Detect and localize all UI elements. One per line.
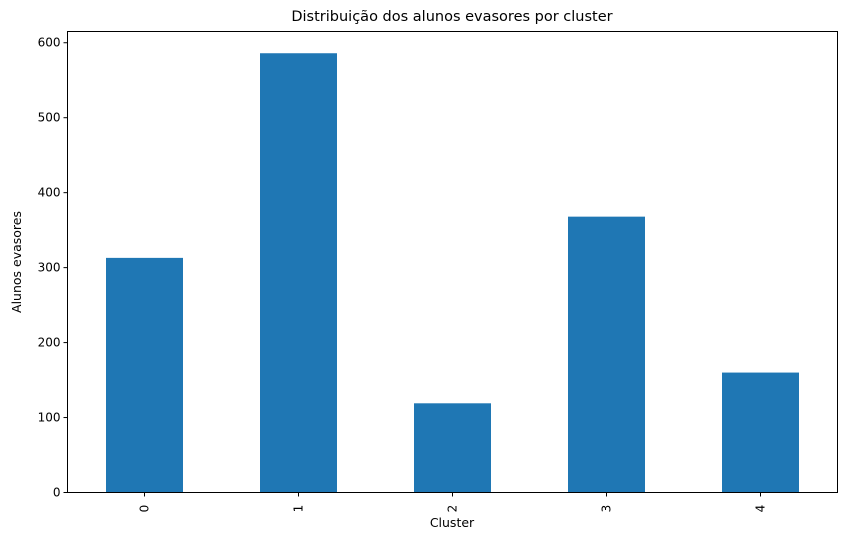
y-axis: 0 100 200 300 400 500 600 <box>38 36 68 500</box>
y-tick-label: 600 <box>38 36 61 50</box>
y-tick-label: 500 <box>38 111 61 125</box>
bar-cluster-2 <box>414 403 491 493</box>
x-tick-label: 2 <box>446 505 460 513</box>
chart-title: Distribuição dos alunos evasores por clu… <box>291 9 612 25</box>
bar-cluster-3 <box>568 216 645 493</box>
x-tick-label: 1 <box>292 505 306 513</box>
y-tick-label: 100 <box>38 411 61 425</box>
x-tick-label: 0 <box>138 505 152 513</box>
y-axis-label: Alunos evasores <box>9 211 24 313</box>
bar-cluster-1 <box>260 53 337 493</box>
bar-cluster-0 <box>106 257 183 493</box>
x-axis-label: Cluster <box>430 515 475 530</box>
y-tick-label: 300 <box>38 261 61 275</box>
bars-group <box>106 53 799 493</box>
plot-frame <box>67 31 838 493</box>
y-tick-label: 400 <box>38 186 61 200</box>
x-tick-label: 4 <box>754 505 768 513</box>
y-tick-label: 0 <box>53 486 61 500</box>
x-tick-label: 3 <box>600 505 614 513</box>
y-tick-label: 200 <box>38 336 61 350</box>
bar-cluster-4 <box>722 372 799 493</box>
x-axis: 0 1 2 3 4 <box>138 492 768 513</box>
